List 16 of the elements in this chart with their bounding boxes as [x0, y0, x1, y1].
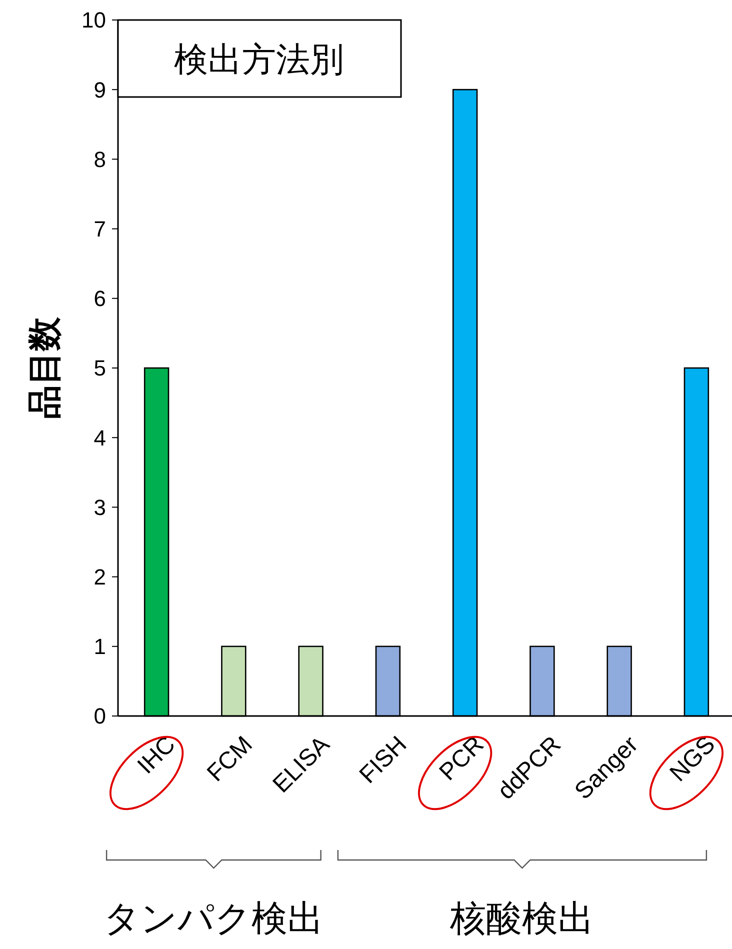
- y-tick-label: 8: [94, 146, 106, 172]
- y-tick-label: 9: [94, 77, 106, 102]
- x-tick-label: IHC: [132, 731, 181, 780]
- y-tick-label: 6: [94, 286, 106, 312]
- y-axis-title: 品目数: [26, 316, 64, 419]
- y-tick-label: 4: [94, 425, 106, 450]
- text: 核酸検出: [449, 898, 594, 939]
- y-tick-label: 10: [82, 8, 106, 33]
- y-tick-label: 3: [94, 494, 106, 520]
- y-tick-label: 5: [94, 356, 106, 381]
- y-tick-label: 0: [94, 704, 106, 729]
- y-tick-label: 7: [94, 216, 106, 242]
- text: タンパク検出: [104, 898, 324, 939]
- y-tick-label: 1: [94, 634, 106, 660]
- y-tick-label: 2: [94, 564, 106, 590]
- text: 検出方法別: [174, 40, 344, 79]
